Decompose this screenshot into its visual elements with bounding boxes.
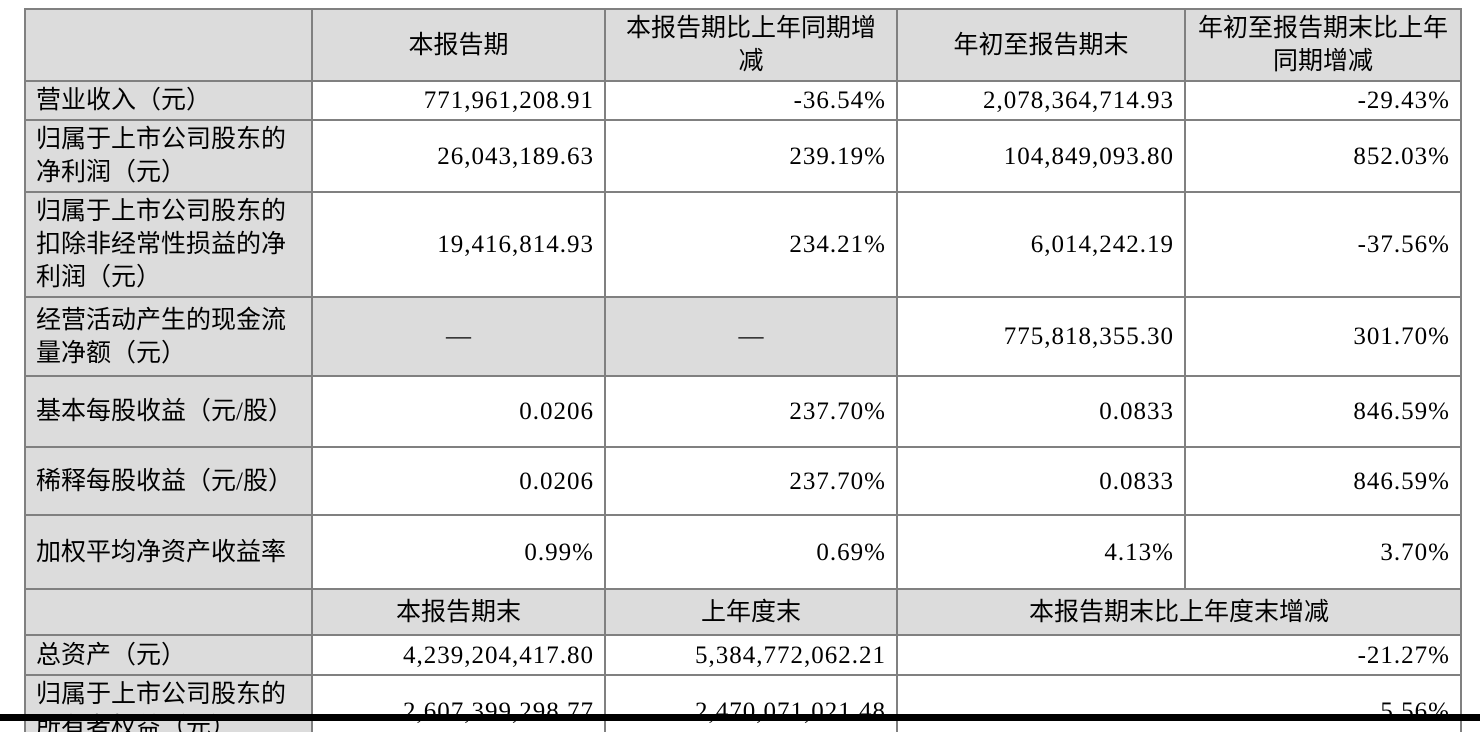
table-row-operating-cash-flow: 经营活动产生的现金流量净额（元） — — 775,818,355.30 301.… — [24, 296, 1462, 377]
value-ytd-yoy: 301.70% — [1184, 296, 1462, 377]
value-yoy-dash: — — [604, 296, 898, 377]
value-current: 0.0206 — [311, 446, 606, 516]
table-row-shareholders-equity: 归属于上市公司股东的所有者权益（元） 2,607,399,298.77 2,47… — [24, 674, 1462, 732]
value-yoy: 0.69% — [604, 514, 898, 590]
value-change: 5.56% — [896, 674, 1462, 732]
value-ytd: 0.0833 — [896, 446, 1186, 516]
value-ytd-yoy: -29.43% — [1184, 80, 1462, 121]
row-label: 总资产（元） — [24, 634, 313, 676]
header-period-end: 本报告期末 — [311, 588, 606, 636]
header-period-end-vs-prior-year-end: 本报告期末比上年度末增减 — [896, 588, 1462, 636]
table-row-net-profit: 归属于上市公司股东的净利润（元） 26,043,189.63 239.19% 1… — [24, 119, 1462, 193]
value-ytd: 0.0833 — [896, 375, 1186, 448]
quarterly-financial-highlights-table: 本报告期 本报告期比上年同期增减 年初至报告期末 年初至报告期末比上年同期增减 … — [24, 8, 1462, 732]
header-row-bottom: 本报告期末 上年度末 本报告期末比上年度末增减 — [24, 588, 1462, 636]
row-label: 基本每股收益（元/股） — [24, 375, 313, 448]
value-ytd-yoy: -37.56% — [1184, 191, 1462, 298]
value-ytd: 104,849,093.80 — [896, 119, 1186, 193]
table-row-revenue: 营业收入（元） 771,961,208.91 -36.54% 2,078,364… — [24, 80, 1462, 121]
table-row-weighted-avg-roe: 加权平均净资产收益率 0.99% 0.69% 4.13% 3.70% — [24, 514, 1462, 590]
row-label: 稀释每股收益（元/股） — [24, 446, 313, 516]
value-current: 26,043,189.63 — [311, 119, 606, 193]
header-row-top: 本报告期 本报告期比上年同期增减 年初至报告期末 年初至报告期末比上年同期增减 — [24, 8, 1462, 82]
header-current-period: 本报告期 — [311, 8, 606, 82]
value-prior-year-end: 2,470,071,021.48 — [604, 674, 898, 732]
value-ytd-yoy: 852.03% — [1184, 119, 1462, 193]
header-current-vs-prior-yoy: 本报告期比上年同期增减 — [604, 8, 898, 82]
value-ytd: 4.13% — [896, 514, 1186, 590]
row-label: 归属于上市公司股东的所有者权益（元） — [24, 674, 313, 732]
row-label: 经营活动产生的现金流量净额（元） — [24, 296, 313, 377]
header-ytd: 年初至报告期末 — [896, 8, 1186, 82]
value-ytd: 775,818,355.30 — [896, 296, 1186, 377]
value-ytd: 6,014,242.19 — [896, 191, 1186, 298]
value-period-end: 2,607,399,298.77 — [311, 674, 606, 732]
table-row-total-assets: 总资产（元） 4,239,204,417.80 5,384,772,062.21… — [24, 634, 1462, 676]
value-prior-year-end: 5,384,772,062.21 — [604, 634, 898, 676]
value-period-end: 4,239,204,417.80 — [311, 634, 606, 676]
value-current-dash: — — [311, 296, 606, 377]
value-yoy: 237.70% — [604, 375, 898, 448]
header-corner-cell — [24, 8, 313, 82]
value-yoy: -36.54% — [604, 80, 898, 121]
value-yoy: 234.21% — [604, 191, 898, 298]
page-bottom-rule — [0, 714, 1480, 721]
value-ytd-yoy: 3.70% — [1184, 514, 1462, 590]
value-ytd-yoy: 846.59% — [1184, 375, 1462, 448]
value-ytd: 2,078,364,714.93 — [896, 80, 1186, 121]
value-yoy: 237.70% — [604, 446, 898, 516]
table-row-basic-eps: 基本每股收益（元/股） 0.0206 237.70% 0.0833 846.59… — [24, 375, 1462, 448]
value-yoy: 239.19% — [604, 119, 898, 193]
value-current: 0.99% — [311, 514, 606, 590]
value-ytd-yoy: 846.59% — [1184, 446, 1462, 516]
header-prior-year-end: 上年度末 — [604, 588, 898, 636]
header-corner-cell — [24, 588, 313, 636]
header-ytd-vs-prior-yoy: 年初至报告期末比上年同期增减 — [1184, 8, 1462, 82]
row-label: 营业收入（元） — [24, 80, 313, 121]
value-change: -21.27% — [896, 634, 1462, 676]
value-current: 0.0206 — [311, 375, 606, 448]
row-label: 加权平均净资产收益率 — [24, 514, 313, 590]
table-row-net-profit-excl-nonrecurring: 归属于上市公司股东的扣除非经常性损益的净利润（元） 19,416,814.93 … — [24, 191, 1462, 298]
value-current: 19,416,814.93 — [311, 191, 606, 298]
row-label: 归属于上市公司股东的净利润（元） — [24, 119, 313, 193]
row-label: 归属于上市公司股东的扣除非经常性损益的净利润（元） — [24, 191, 313, 298]
table-row-diluted-eps: 稀释每股收益（元/股） 0.0206 237.70% 0.0833 846.59… — [24, 446, 1462, 516]
value-current: 771,961,208.91 — [311, 80, 606, 121]
